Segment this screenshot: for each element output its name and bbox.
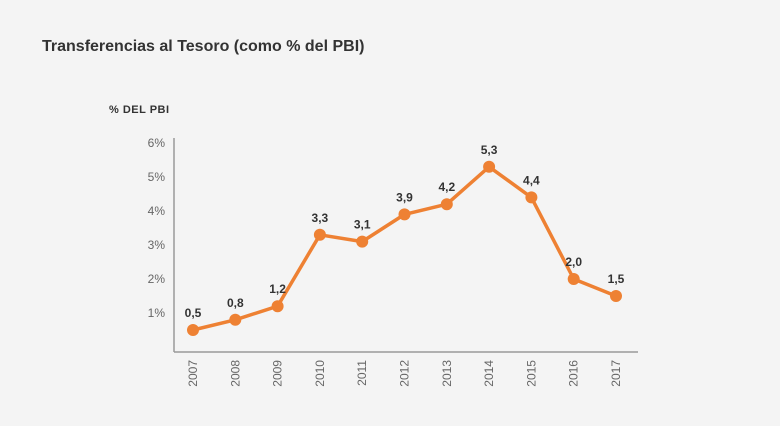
y-tick-label: 3% <box>148 238 166 252</box>
y-axis-label: % DEL PBI <box>109 104 170 116</box>
x-tick-label: 2012 <box>398 360 412 387</box>
data-labels: 0,5 0,8 1,2 3,3 3,1 3,9 4,2 5,3 4,4 2,0 1,5 <box>185 143 625 320</box>
x-tick-label: 2015 <box>524 360 538 387</box>
data-label: 0,5 <box>185 306 202 320</box>
data-point <box>398 208 411 221</box>
x-tick-label: 2009 <box>271 360 285 387</box>
data-label: 0,8 <box>227 296 244 310</box>
data-point <box>567 273 580 285</box>
data-label: 4,4 <box>523 173 540 187</box>
data-label: 2,0 <box>565 255 582 269</box>
chart-axes <box>173 138 638 353</box>
data-point <box>483 160 496 173</box>
x-tick-label: 2016 <box>567 360 581 387</box>
x-tick-label: 2013 <box>440 360 454 387</box>
data-points <box>187 160 622 336</box>
data-point <box>271 300 284 313</box>
x-tick-label: 2010 <box>313 360 327 387</box>
x-tick-label: 2017 <box>609 360 623 387</box>
data-label: 5,3 <box>481 143 498 157</box>
x-tick-label: 2008 <box>228 360 242 387</box>
y-tick-label: 6% <box>148 136 166 150</box>
data-point <box>610 290 622 302</box>
x-tick-label: 2007 <box>186 360 200 387</box>
data-label: 3,9 <box>396 190 413 204</box>
data-point <box>440 198 453 211</box>
data-label: 1,2 <box>269 282 286 296</box>
x-tick-label: 2011 <box>355 360 369 386</box>
data-label: 1,5 <box>608 272 625 286</box>
data-label: 3,1 <box>354 218 371 232</box>
data-label: 3,3 <box>312 211 329 225</box>
y-tick-label: 1% <box>148 306 166 320</box>
data-point <box>525 191 538 204</box>
x-axis-ticks: 2007 2008 2009 2010 2011 2012 2013 2014 2015 2016… <box>186 360 623 387</box>
y-tick-label: 2% <box>148 272 166 286</box>
data-point <box>229 313 242 326</box>
data-point <box>313 228 326 241</box>
x-tick-label: 2014 <box>482 360 496 387</box>
y-tick-label: 5% <box>148 170 166 184</box>
y-axis-ticks: 1% 2% 3% 4% 5% 6% <box>148 136 166 320</box>
y-tick-label: 4% <box>148 204 166 218</box>
data-label: 4,2 <box>438 180 455 194</box>
data-point <box>356 235 369 248</box>
chart-title: Transferencias al Tesoro (como % del PBI… <box>42 38 365 55</box>
data-point <box>187 324 199 336</box>
